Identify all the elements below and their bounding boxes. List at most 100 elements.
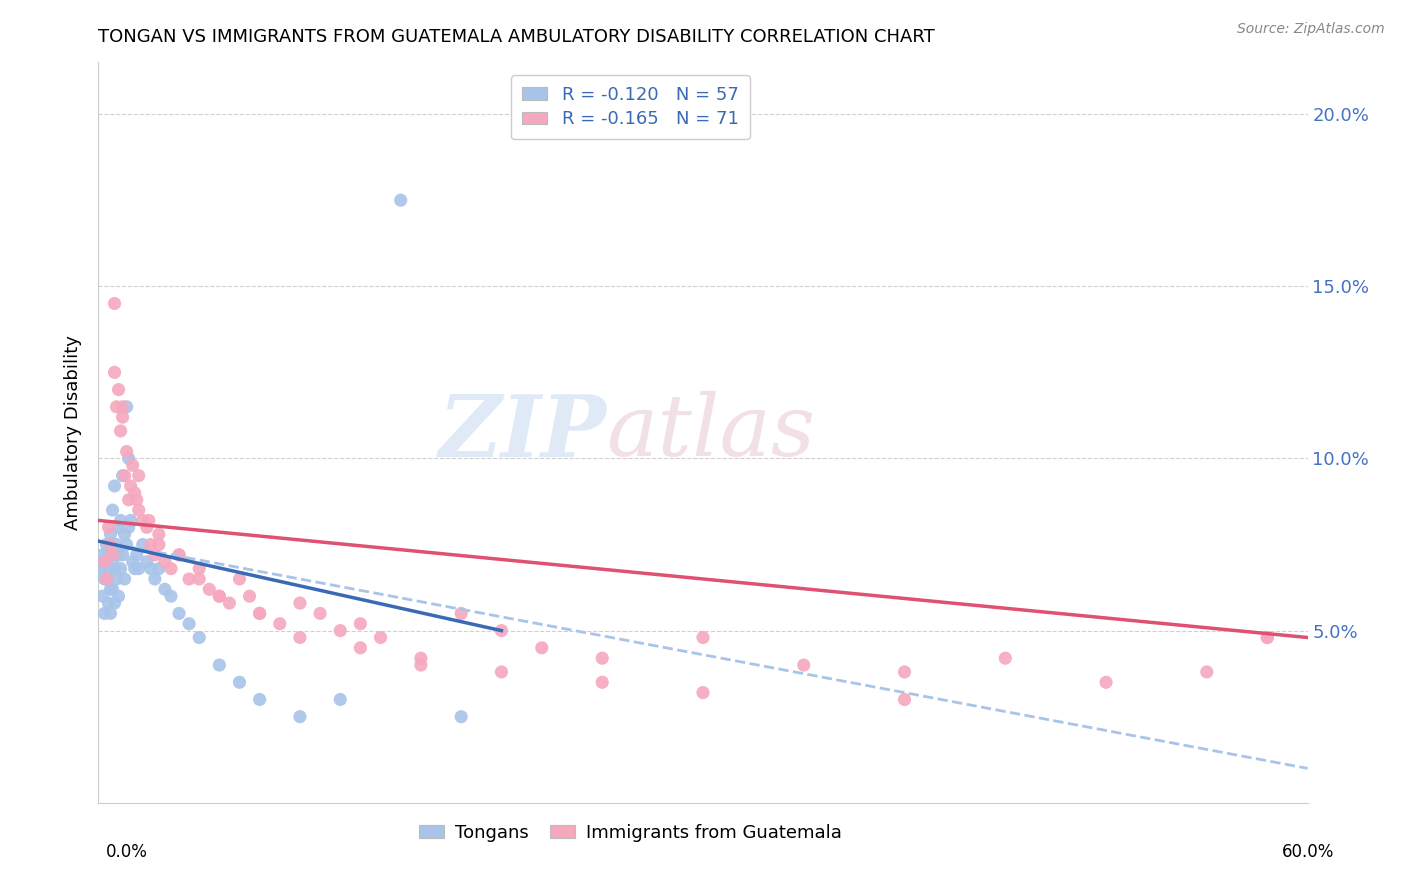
Point: [89, 561, 111, 575]
Point: [389, 193, 412, 207]
Point: [208, 589, 231, 603]
Point: [115, 537, 138, 551]
Point: [105, 400, 128, 414]
Point: [128, 561, 150, 575]
Point: [107, 383, 129, 397]
Point: [96, 572, 118, 586]
Point: [124, 486, 146, 500]
Point: [121, 458, 143, 473]
Point: [115, 400, 138, 414]
Point: [692, 685, 714, 699]
Point: [101, 555, 124, 569]
Text: 60.0%: 60.0%: [1281, 843, 1334, 861]
Point: [893, 665, 915, 679]
Point: [121, 555, 143, 569]
Point: [249, 692, 271, 706]
Point: [269, 616, 291, 631]
Point: [107, 520, 129, 534]
Point: [409, 651, 432, 665]
Point: [114, 527, 136, 541]
Point: [143, 548, 166, 562]
Text: Source: ZipAtlas.com: Source: ZipAtlas.com: [1237, 22, 1385, 37]
Point: [249, 607, 271, 621]
Point: [591, 675, 613, 690]
Point: [349, 616, 371, 631]
Point: [103, 479, 125, 493]
Point: [148, 527, 170, 541]
Point: [793, 658, 815, 673]
Point: [97, 561, 120, 575]
Point: [450, 607, 472, 621]
Point: [103, 596, 125, 610]
Point: [329, 692, 352, 706]
Point: [103, 365, 125, 379]
Point: [228, 675, 250, 690]
Point: [118, 520, 141, 534]
Point: [100, 527, 122, 541]
Point: [188, 561, 211, 575]
Point: [132, 537, 155, 551]
Point: [125, 548, 148, 562]
Point: [208, 658, 231, 673]
Point: [120, 513, 142, 527]
Point: [994, 651, 1017, 665]
Point: [97, 596, 120, 610]
Point: [239, 589, 262, 603]
Point: [1195, 665, 1218, 679]
Point: [491, 665, 513, 679]
Point: [139, 561, 162, 575]
Point: [105, 537, 128, 551]
Point: [110, 561, 132, 575]
Point: [91, 548, 114, 562]
Point: [100, 607, 122, 621]
Point: [1095, 675, 1118, 690]
Point: [110, 513, 132, 527]
Point: [160, 561, 183, 575]
Point: [132, 513, 155, 527]
Point: [167, 548, 190, 562]
Point: [491, 624, 513, 638]
Point: [309, 607, 332, 621]
Point: [111, 400, 134, 414]
Point: [101, 582, 124, 597]
Point: [107, 589, 129, 603]
Point: [115, 444, 138, 458]
Point: [124, 561, 146, 575]
Point: [125, 492, 148, 507]
Point: [530, 640, 553, 655]
Point: [288, 631, 311, 645]
Point: [218, 596, 240, 610]
Point: [111, 548, 134, 562]
Point: [100, 582, 122, 597]
Point: [118, 451, 141, 466]
Point: [111, 410, 134, 425]
Point: [100, 537, 122, 551]
Point: [114, 572, 136, 586]
Point: [96, 537, 118, 551]
Point: [179, 616, 201, 631]
Point: [179, 572, 201, 586]
Point: [591, 651, 613, 665]
Point: [1256, 631, 1278, 645]
Point: [188, 572, 211, 586]
Point: [97, 548, 120, 562]
Point: [135, 555, 157, 569]
Point: [111, 468, 134, 483]
Point: [91, 589, 114, 603]
Point: [143, 572, 166, 586]
Point: [148, 561, 170, 575]
Text: 0.0%: 0.0%: [105, 843, 148, 861]
Point: [228, 572, 250, 586]
Point: [329, 624, 352, 638]
Point: [198, 582, 221, 597]
Point: [139, 537, 162, 551]
Point: [370, 631, 392, 645]
Point: [288, 709, 311, 723]
Point: [93, 572, 115, 586]
Point: [893, 692, 915, 706]
Point: [128, 468, 150, 483]
Legend: Tongans, Immigrants from Guatemala: Tongans, Immigrants from Guatemala: [412, 817, 849, 849]
Point: [97, 520, 120, 534]
Text: ZIP: ZIP: [439, 391, 606, 475]
Point: [118, 492, 141, 507]
